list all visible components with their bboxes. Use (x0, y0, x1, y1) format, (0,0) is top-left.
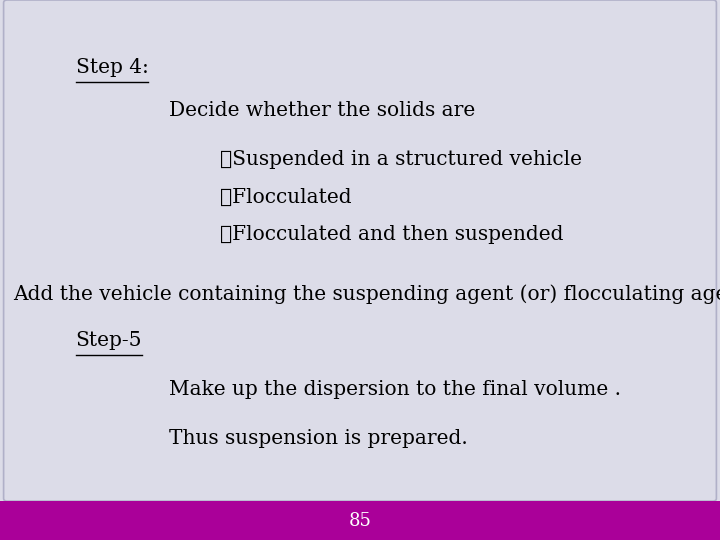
Text: Add the vehicle containing the suspending agent (or) flocculating agent: Add the vehicle containing the suspendin… (13, 285, 720, 304)
Text: ➤Flocculated: ➤Flocculated (220, 187, 351, 207)
Text: Step-5: Step-5 (76, 330, 142, 350)
Bar (0, 501, 720, 540)
Text: Make up the dispersion to the final volume .: Make up the dispersion to the final volu… (169, 380, 621, 400)
FancyBboxPatch shape (4, 0, 716, 501)
Text: ➤Flocculated and then suspended: ➤Flocculated and then suspended (220, 225, 563, 245)
Text: 85: 85 (348, 511, 372, 530)
Text: Decide whether the solids are: Decide whether the solids are (169, 101, 475, 120)
Text: Step 4:: Step 4: (76, 58, 148, 77)
Text: Thus suspension is prepared.: Thus suspension is prepared. (169, 429, 468, 448)
Text: ➤Suspended in a structured vehicle: ➤Suspended in a structured vehicle (220, 150, 582, 169)
